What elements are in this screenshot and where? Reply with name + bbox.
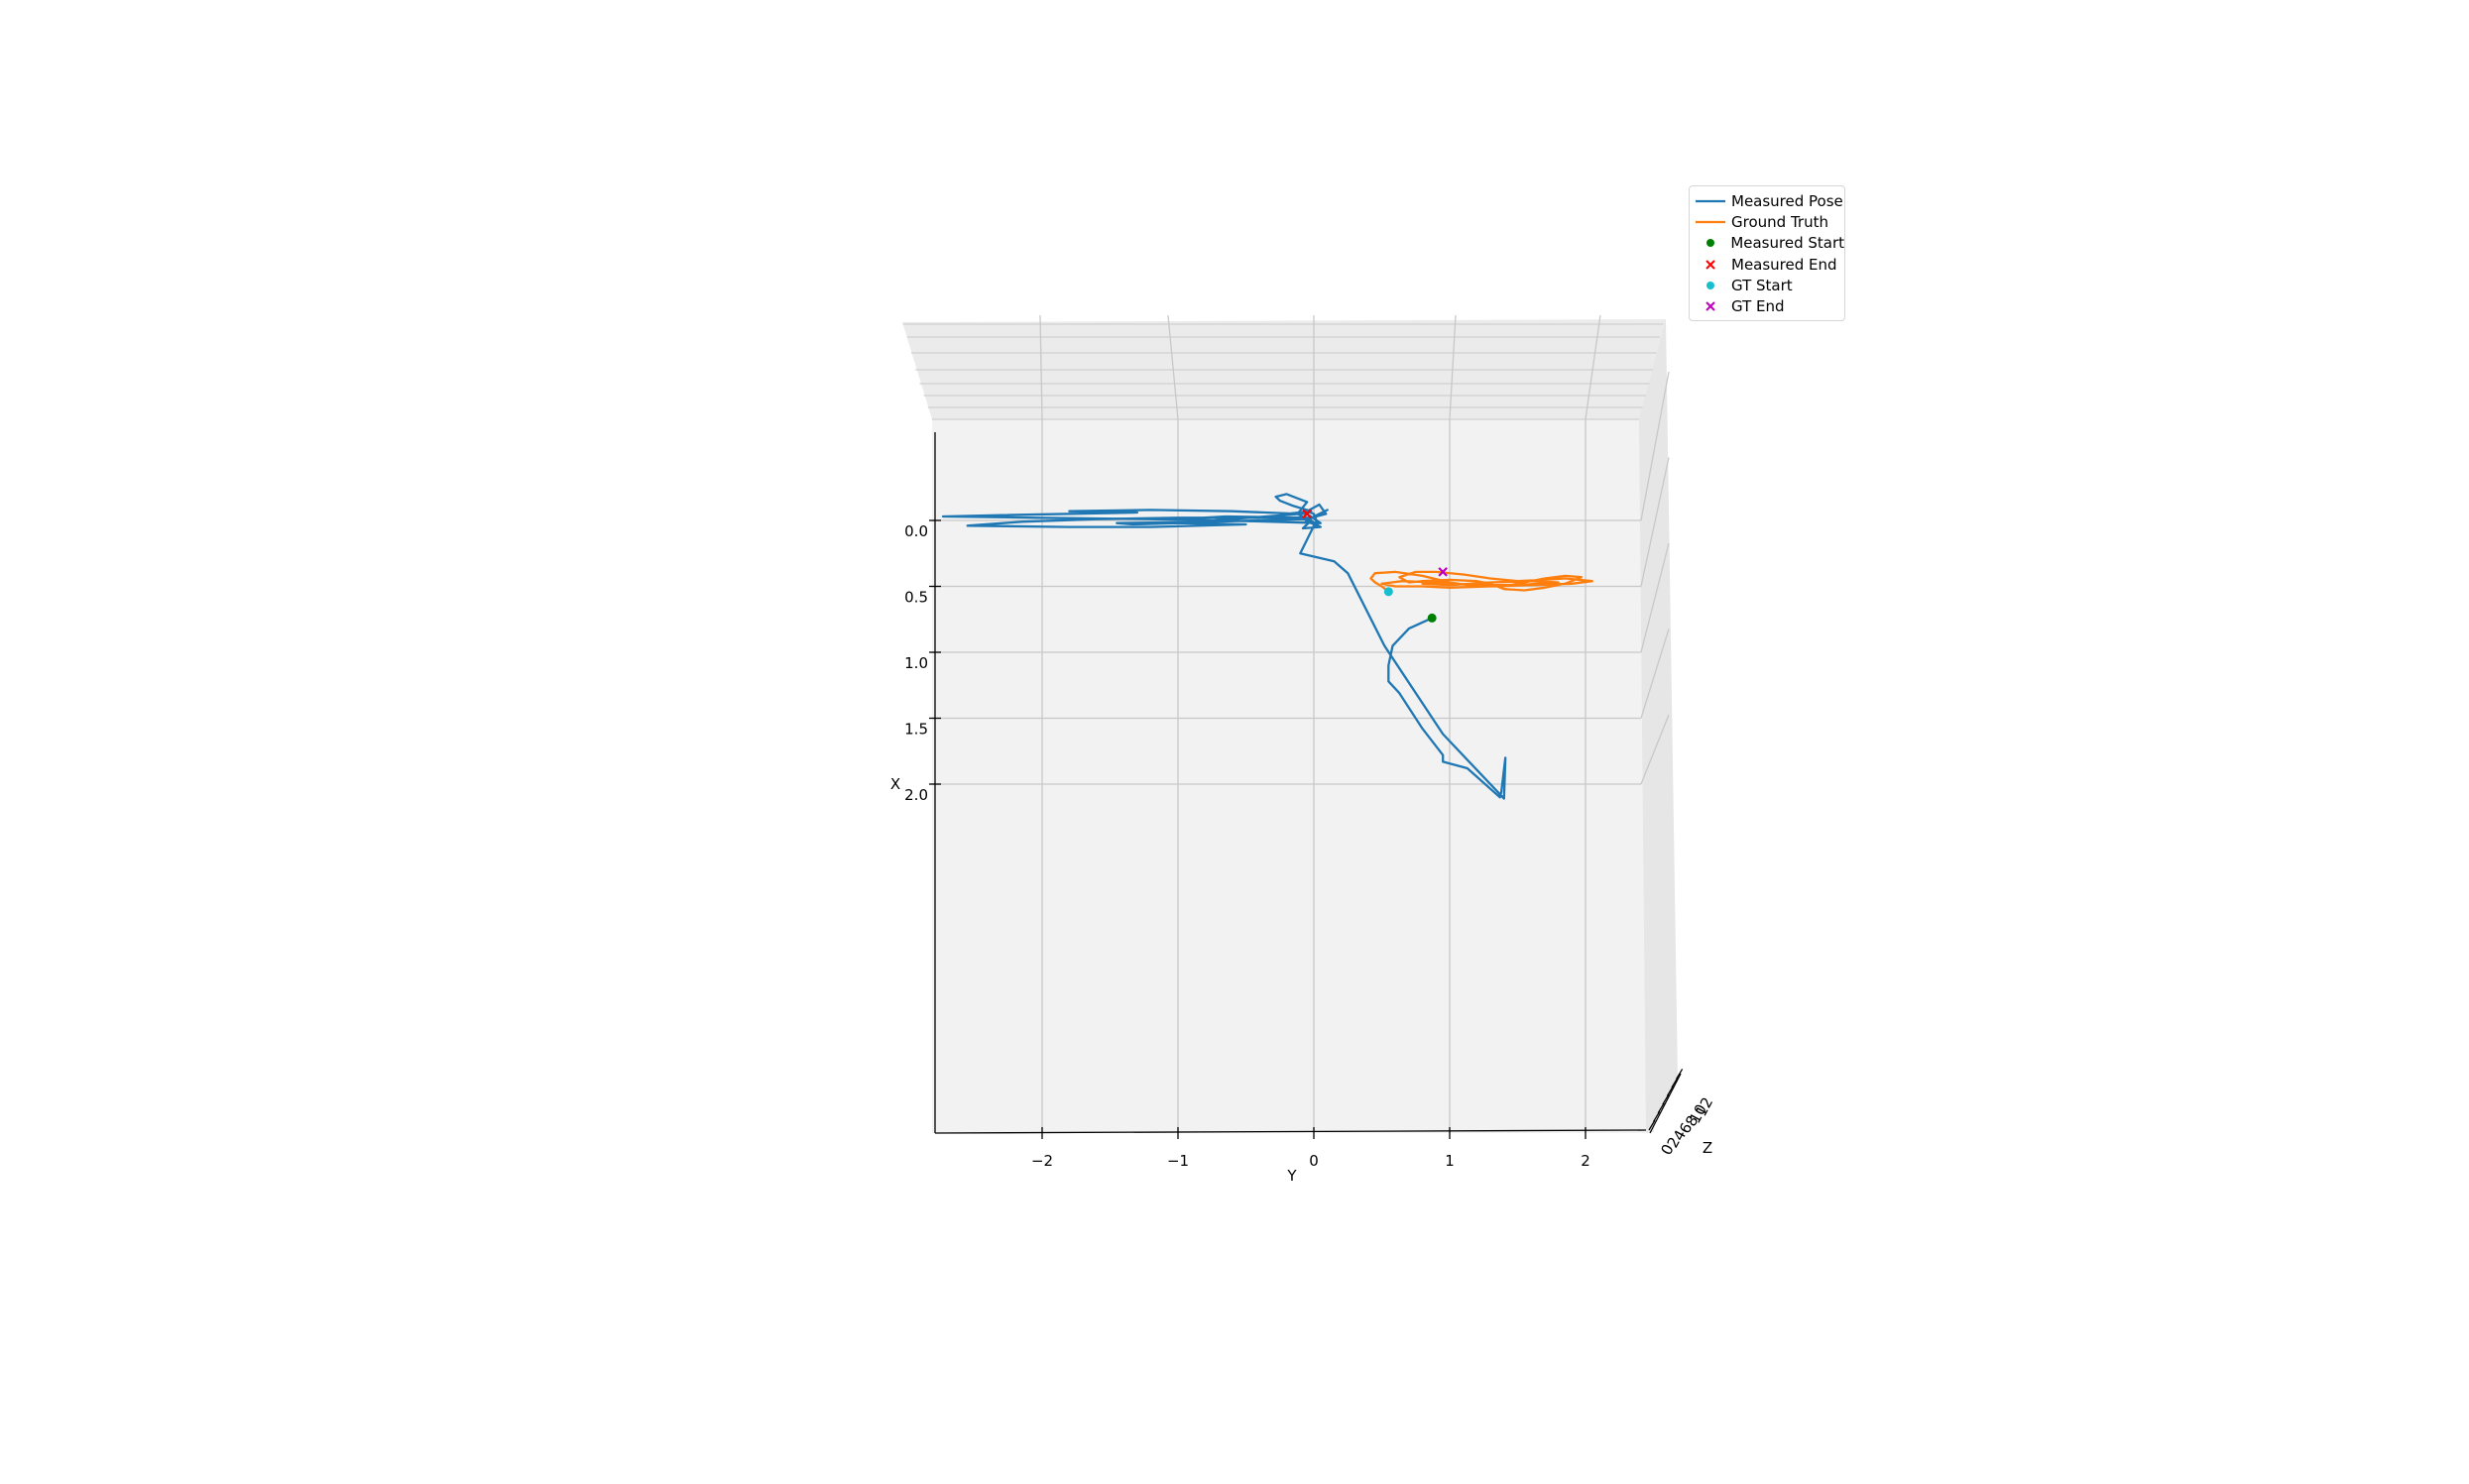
marker-gt-start [1383,587,1393,597]
marker-measured-start [1427,613,1437,623]
legend-label: GT End [1731,297,1785,316]
legend-label: Measured Pose [1731,191,1843,210]
y-tick-label: 2 [1581,1152,1590,1170]
legend-label: GT Start [1731,276,1793,294]
legend-label: Measured End [1731,255,1837,274]
x-grid-line [1640,457,1670,587]
y-tick-label: −2 [1031,1152,1053,1170]
legend-dot-icon [1690,233,1730,254]
x-tick-label: 0.0 [904,522,928,540]
z-tick-mark [1666,1085,1674,1096]
legend-item-gt-start: GT Start [1690,275,1844,295]
legend-item-measured-end: Measured End [1690,254,1844,275]
x-grid-line [1640,714,1670,785]
tick-marks [929,519,1684,1139]
y-tick-label: −1 [1167,1152,1189,1170]
series-lines [941,493,1593,800]
legend-cross-icon [1690,254,1731,275]
z-axis-line [1649,1073,1682,1134]
x-tick-label: 2.0 [904,786,928,804]
legend-item-measured-pose: Measured Pose [1690,190,1844,211]
z-tick-mark [1671,1077,1679,1088]
x-tick-label: 1.5 [904,721,928,739]
z-tick-mark [1676,1069,1684,1080]
series-line-ground-truth [1369,570,1593,593]
marker-gt-end [1438,567,1448,577]
y-grid-line [1167,314,1179,420]
legend-label: Measured Start [1730,234,1844,253]
back-wall-pane [902,319,1666,1133]
legend-dot-icon [1690,275,1731,295]
legend-item-gt-end: GT End [1690,295,1844,316]
marker-measured-end [1302,509,1312,519]
legend-line-icon [1690,190,1731,211]
series-line-measured-pose [941,493,1507,800]
z-tick-mark [1648,1119,1656,1131]
x-axis-label: X [890,775,900,793]
x-tick-label: 0.5 [904,589,928,607]
legend-item-measured-start: Measured Start [1690,233,1844,254]
y-axis-label: Y [1286,1167,1297,1185]
legend-item-ground-truth: Ground Truth [1690,211,1844,232]
legend-label: Ground Truth [1731,212,1828,231]
z-tick-mark [1657,1102,1665,1114]
z-axis-label: Z [1703,1139,1712,1157]
y-axis-line [934,1129,1647,1134]
legend-line-icon [1690,211,1731,232]
legend-cross-icon [1690,296,1731,317]
legend: Measured Pose Ground Truth Measured Star… [1689,185,1845,321]
x-grid-line [1640,542,1670,653]
z-tick-mark [1653,1111,1661,1122]
floor-pane [932,419,1646,1133]
x-grid-line [1640,371,1670,521]
series-markers [1302,509,1448,623]
y-grid-line [1039,314,1043,420]
z-tick-mark [1662,1093,1670,1105]
axis-lines [934,432,1682,1134]
grid-lines [902,314,1670,1133]
side-wall-pane [1639,319,1678,1133]
y-grid-line [1449,314,1457,420]
x-grid-line [1640,628,1670,719]
axis-panes [902,319,1678,1133]
x-tick-label: 1.0 [904,654,928,672]
y-tick-label: 0 [1309,1152,1319,1170]
y-grid-line [1585,314,1601,420]
y-tick-label: 1 [1445,1152,1455,1170]
